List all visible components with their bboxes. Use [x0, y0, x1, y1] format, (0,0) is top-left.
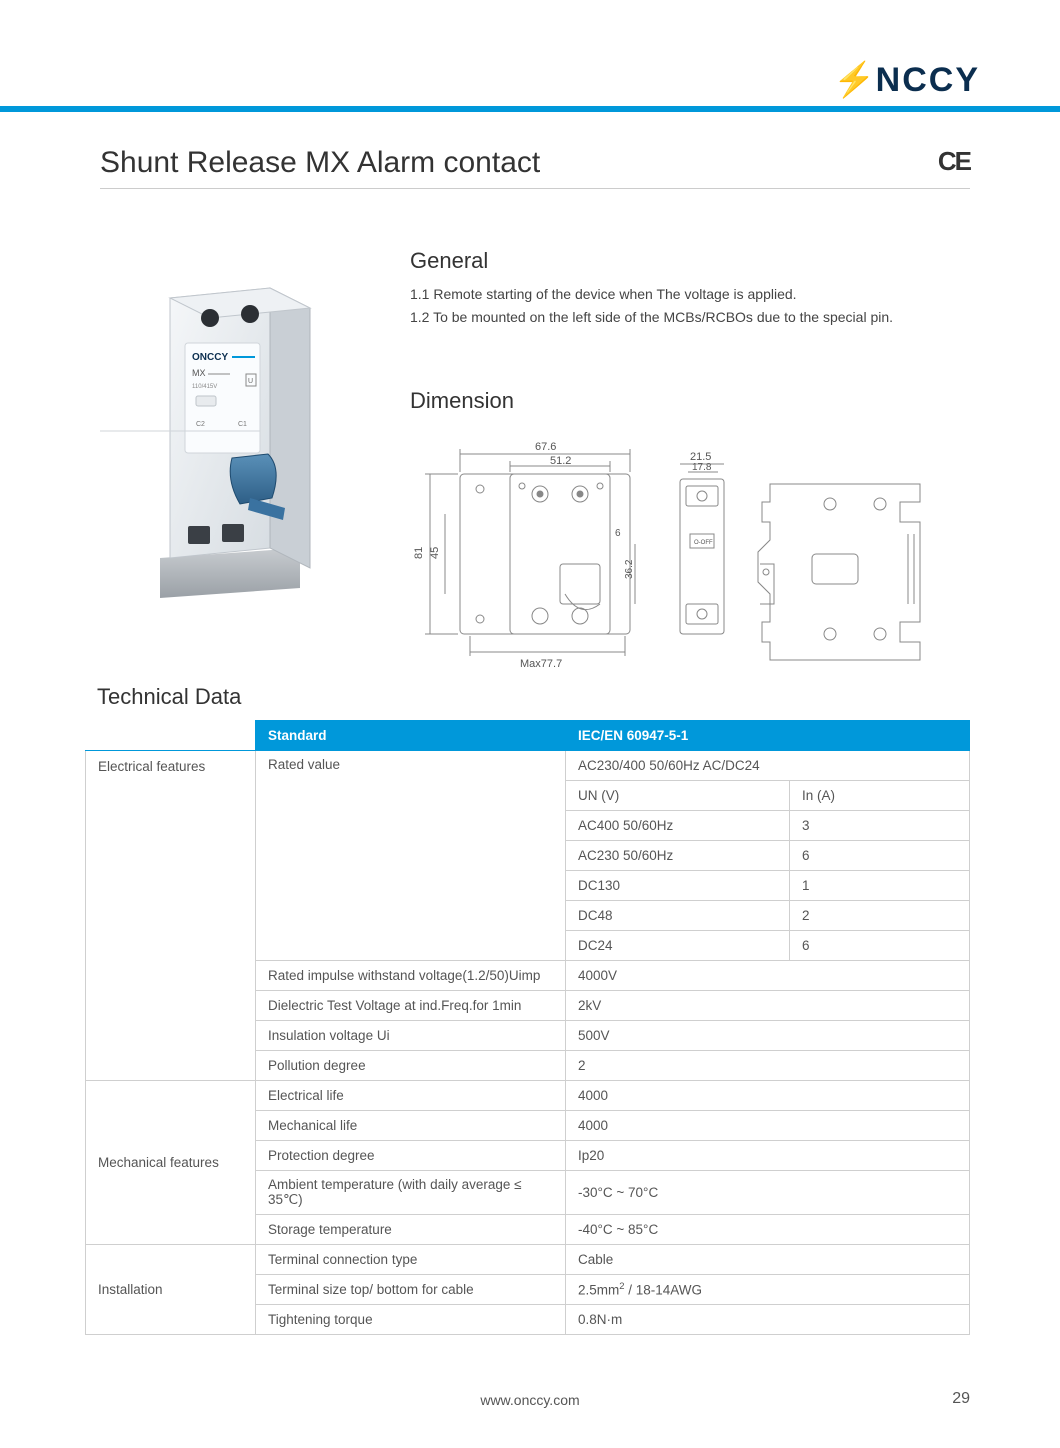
technical-table: Standard IEC/EN 60947-5-1 Electrical fea… [85, 720, 970, 1335]
svg-text:36.2: 36.2 [624, 559, 635, 579]
svg-text:MX: MX [192, 368, 206, 378]
page-title: Shunt Release MX Alarm contact [100, 146, 540, 180]
spec-value-2: 6 [790, 841, 970, 871]
bolt-icon: ⚡ [833, 60, 877, 100]
brand-logo: ⚡ NCCY [833, 60, 980, 100]
svg-text:51.2: 51.2 [550, 455, 571, 467]
group-label: Installation [86, 1245, 256, 1335]
spec-value: Cable [566, 1245, 970, 1275]
spec-value: -30°C ~ 70°C [566, 1171, 970, 1215]
svg-text:C1: C1 [238, 421, 247, 428]
spec-name: Protection degree [256, 1141, 566, 1171]
svg-text:17.8: 17.8 [692, 462, 712, 473]
spec-name: Terminal size top/ bottom for cable [256, 1275, 566, 1305]
spec-name: Dielectric Test Voltage at ind.Freq.for … [256, 991, 566, 1021]
spec-name: Rated value [256, 751, 566, 961]
hdr-standard: Standard [256, 721, 566, 751]
svg-text:Max77.7: Max77.7 [520, 658, 562, 670]
spec-value: -40°C ~ 85°C [566, 1215, 970, 1245]
table-row: Mechanical featuresElectrical life4000 [86, 1081, 970, 1111]
general-list: 1.1 Remote starting of the device when T… [410, 284, 970, 328]
general-item: 1.2 To be mounted on the left side of th… [410, 307, 970, 328]
svg-text:6: 6 [615, 528, 621, 539]
brand-name: NCCY [876, 61, 980, 100]
spec-name: Storage temperature [256, 1215, 566, 1245]
spec-value: UN (V) [566, 781, 790, 811]
spec-value-2: 1 [790, 871, 970, 901]
spec-value: 2.5mm2 / 18-14AWG [566, 1275, 970, 1305]
dimension-drawing: 67.6 51.2 81 45 6 [410, 424, 970, 684]
table-row: Electrical featuresRated valueAC230/400 … [86, 751, 970, 781]
spec-value: 0.8N·m [566, 1305, 970, 1335]
spec-value-2: In (A) [790, 781, 970, 811]
svg-text:81: 81 [413, 547, 425, 559]
spec-value-2: 3 [790, 811, 970, 841]
spec-value: DC48 [566, 901, 790, 931]
product-image: ONCCY MX 110/415V U C2 C1 [100, 248, 370, 608]
dimension-heading: Dimension [410, 388, 970, 414]
svg-text:C2: C2 [196, 421, 205, 428]
svg-text:67.6: 67.6 [535, 441, 556, 453]
footer-url: www.onccy.com [0, 1392, 1060, 1408]
spec-name: Mechanical life [256, 1111, 566, 1141]
group-label: Electrical features [86, 751, 256, 1081]
ce-mark: CE [938, 146, 970, 177]
spec-name: Insulation voltage Ui [256, 1021, 566, 1051]
page-number: 29 [952, 1390, 970, 1408]
general-item: 1.1 Remote starting of the device when T… [410, 284, 970, 305]
product-brand: ONCCY [192, 352, 228, 363]
spec-value: Ip20 [566, 1141, 970, 1171]
header-accent-bar [0, 106, 1060, 112]
spec-value: AC400 50/60Hz [566, 811, 790, 841]
spec-name: Pollution degree [256, 1051, 566, 1081]
spec-name: Electrical life [256, 1081, 566, 1111]
spec-value: 4000 [566, 1111, 970, 1141]
svg-text:O-OFF: O-OFF [694, 540, 713, 546]
spec-name: Rated impulse withstand voltage(1.2/50)U… [256, 961, 566, 991]
spec-value: AC230/400 50/60Hz AC/DC24 [566, 751, 970, 781]
svg-text:45: 45 [429, 547, 441, 559]
spec-value: 2 [566, 1051, 970, 1081]
hdr-iec: IEC/EN 60947-5-1 [566, 721, 970, 751]
technical-heading: Technical Data [97, 684, 970, 710]
group-label: Mechanical features [86, 1081, 256, 1245]
title-underline [100, 188, 970, 189]
spec-value: 4000 [566, 1081, 970, 1111]
spec-value: DC24 [566, 931, 790, 961]
spec-value: AC230 50/60Hz [566, 841, 790, 871]
svg-text:U: U [248, 378, 253, 385]
spec-value-2: 6 [790, 931, 970, 961]
spec-value-2: 2 [790, 901, 970, 931]
svg-text:110/415V: 110/415V [192, 384, 217, 390]
spec-name: Ambient temperature (with daily average … [256, 1171, 566, 1215]
spec-name: Tightening torque [256, 1305, 566, 1335]
spec-value: 2kV [566, 991, 970, 1021]
spec-value: DC130 [566, 871, 790, 901]
spec-value: 500V [566, 1021, 970, 1051]
table-header-row: Standard IEC/EN 60947-5-1 [86, 721, 970, 751]
spec-value: 4000V [566, 961, 970, 991]
general-heading: General [410, 248, 970, 274]
spec-name: Terminal connection type [256, 1245, 566, 1275]
table-row: InstallationTerminal connection typeCabl… [86, 1245, 970, 1275]
